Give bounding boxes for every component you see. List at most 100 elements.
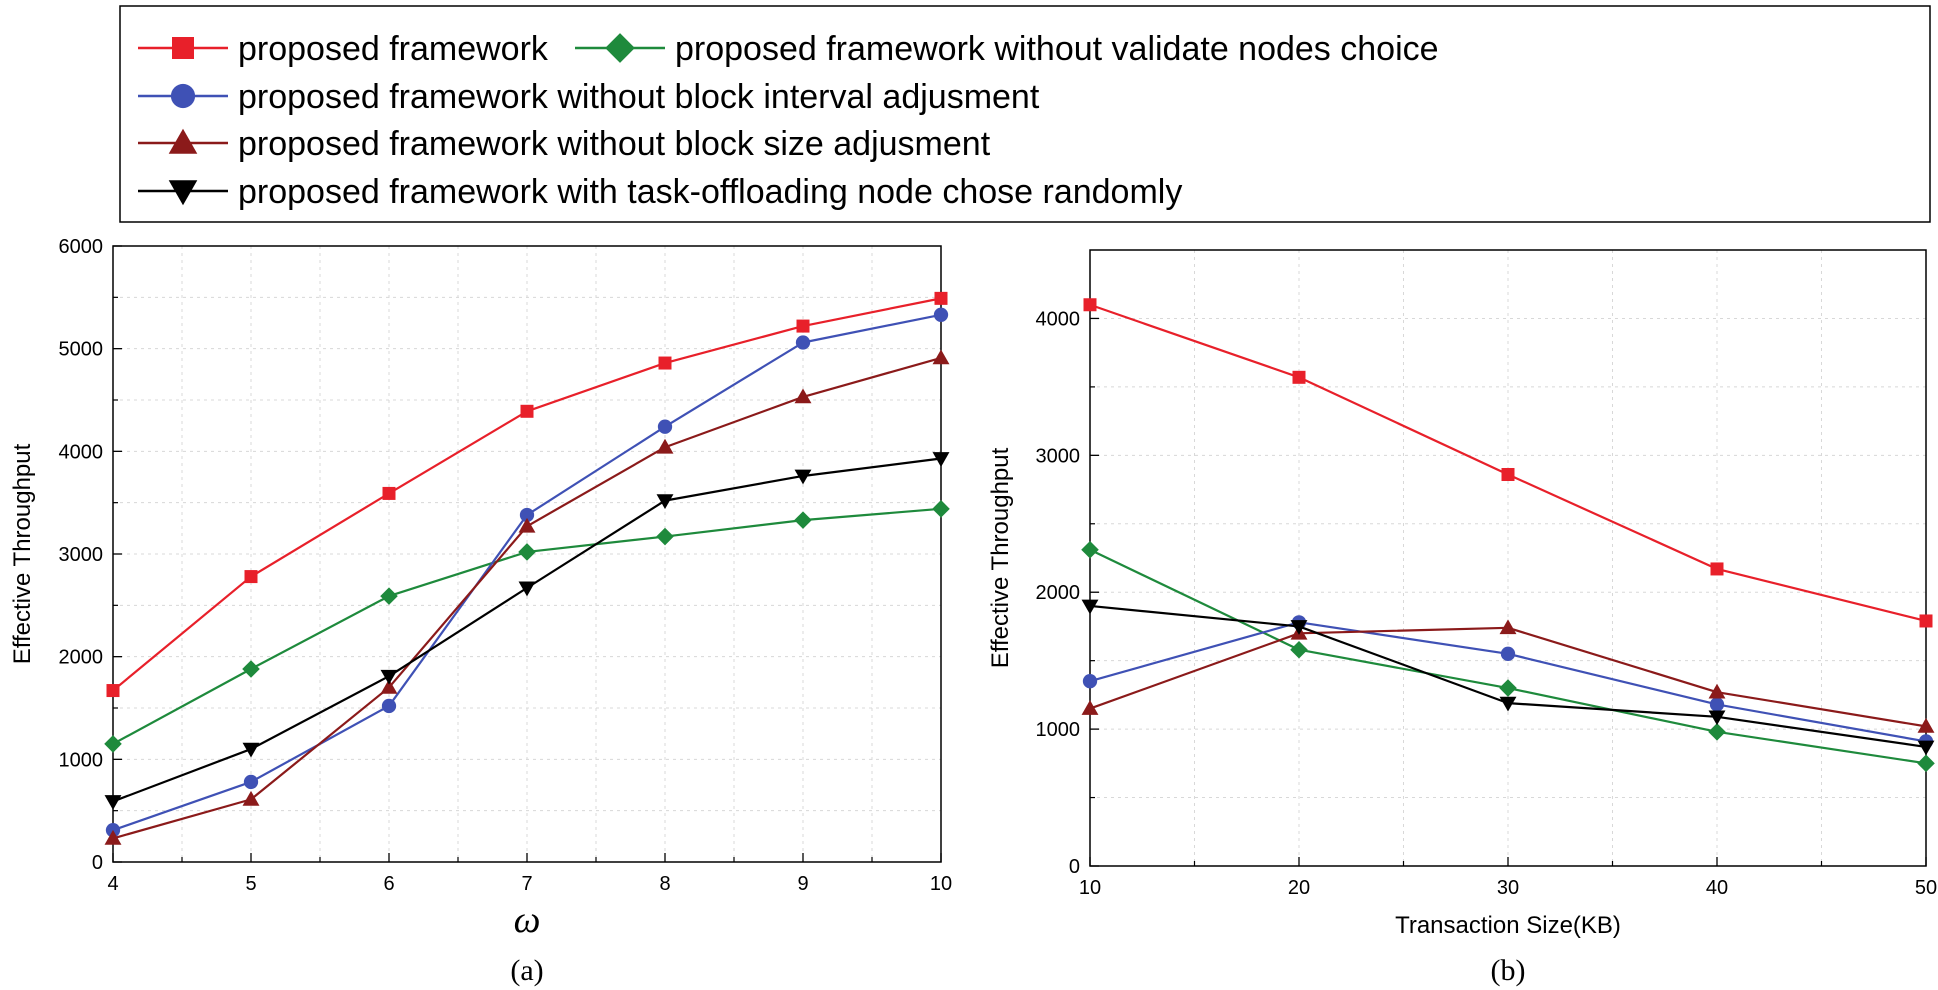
series-4 [1081,619,1935,733]
data-point [380,669,398,685]
data-point [382,486,396,500]
data-point [104,735,122,753]
series-2 [104,500,950,753]
chart-b-ylabel: Effective Throughput [987,447,1014,668]
data-point [1710,562,1724,576]
data-point [242,742,260,758]
chart-b-caption: (b) [1491,954,1526,987]
data-point [244,570,258,584]
tick-label-x: 40 [1706,877,1728,899]
tick-label-x: 4 [107,873,118,895]
chart-b: 10 20 30 40 50 0 1000 2000 3000 4000 Transaction … [987,249,1937,987]
data-point [1708,710,1726,726]
data-point [380,679,398,694]
tick-label-x: 6 [383,873,394,895]
tick-label-x: 5 [245,873,256,895]
data-point [518,581,536,597]
data-point [242,660,260,678]
data-point [519,507,535,523]
tick-label-y: 4000 [1036,308,1081,330]
tick-label-y: 1000 [1036,719,1081,741]
data-point [794,511,812,529]
series-5 [104,452,950,810]
legend: proposed framework proposed framework wit… [119,5,1931,223]
legend-label: proposed framework [238,30,549,68]
data-point [1501,467,1515,481]
data-point [1292,370,1306,384]
chart-b-xlabel: Transaction Size(KB) [1395,912,1621,939]
series-5 [1081,599,1935,756]
data-point [656,494,674,510]
chart-a-xlabel: ω [514,899,541,941]
data-point [1917,740,1935,756]
tick-label-y: 1000 [59,749,104,771]
data-point [1082,674,1098,689]
legend-label: proposed framework without validate node… [675,30,1439,68]
tick-label-x: 20 [1288,877,1310,899]
data-point [1083,298,1097,312]
data-point [932,349,950,365]
tick-label-y: 0 [92,852,103,874]
data-point [656,527,674,546]
data-point [658,356,672,370]
data-point [1917,717,1935,733]
legend-marker-diamond [605,33,635,63]
data-point [1708,723,1726,741]
tick-label-y: 3000 [1036,445,1081,467]
data-point [1708,683,1726,699]
series-3 [1082,615,1934,749]
tick-label-y: 0 [1069,856,1080,878]
tick-label-y: 5000 [59,339,104,361]
data-point [1499,696,1517,712]
series-2 [1081,541,1935,773]
data-point [242,790,260,806]
legend-marker-triangle-up [168,128,198,154]
series-1 [1083,298,1933,628]
series-4 [104,349,950,845]
data-point [1500,646,1516,661]
chart-a-ylabel: Effective Throughput [9,443,36,664]
data-point [518,543,536,561]
legend-entry: proposed framework without block interva… [138,78,1040,116]
data-point [381,698,397,714]
legend-entry: proposed framework without block size ad… [138,125,991,163]
tick-label-y: 4000 [59,441,104,463]
tick-label-y: 2000 [1036,582,1081,604]
data-point [104,795,122,810]
data-point [1709,697,1725,712]
chart-a-caption: (a) [510,954,543,987]
series-1 [106,291,948,698]
tick-label-x: 10 [1079,877,1101,899]
data-point [1499,619,1517,635]
legend-entry: proposed framework without validate node… [575,30,1439,68]
tick-label-x: 7 [521,873,532,895]
data-point [1499,679,1517,697]
data-point [932,452,950,467]
tick-label-x: 9 [797,873,808,895]
series-3 [105,307,949,838]
data-point [1290,620,1308,635]
data-point [656,438,674,454]
data-point [1290,640,1308,659]
data-point [1081,599,1099,615]
data-point [794,388,812,404]
data-point [794,469,812,485]
data-point [657,419,673,434]
data-point [518,517,536,533]
data-point [795,335,811,350]
legend-label: proposed framework without block interva… [238,78,1040,116]
chart-a: 4 5 6 7 8 9 10 0 1000 2000 3000 4000 5000 6000 ω Effe… [9,236,952,987]
legend-entry: proposed framework [138,30,549,68]
tick-label-x: 8 [659,873,670,895]
legend-label: proposed framework with task-offloading … [238,173,1182,211]
data-point [1919,614,1933,628]
tick-label-y: 2000 [59,647,104,669]
data-point [243,774,259,790]
legend-label: proposed framework without block size ad… [238,125,991,163]
tick-label-x: 10 [930,873,952,895]
tick-label-x: 50 [1915,877,1937,899]
data-point [796,319,810,333]
legend-box [119,5,1931,223]
tick-label-y: 3000 [59,544,104,566]
legend-marker-square [172,37,194,59]
